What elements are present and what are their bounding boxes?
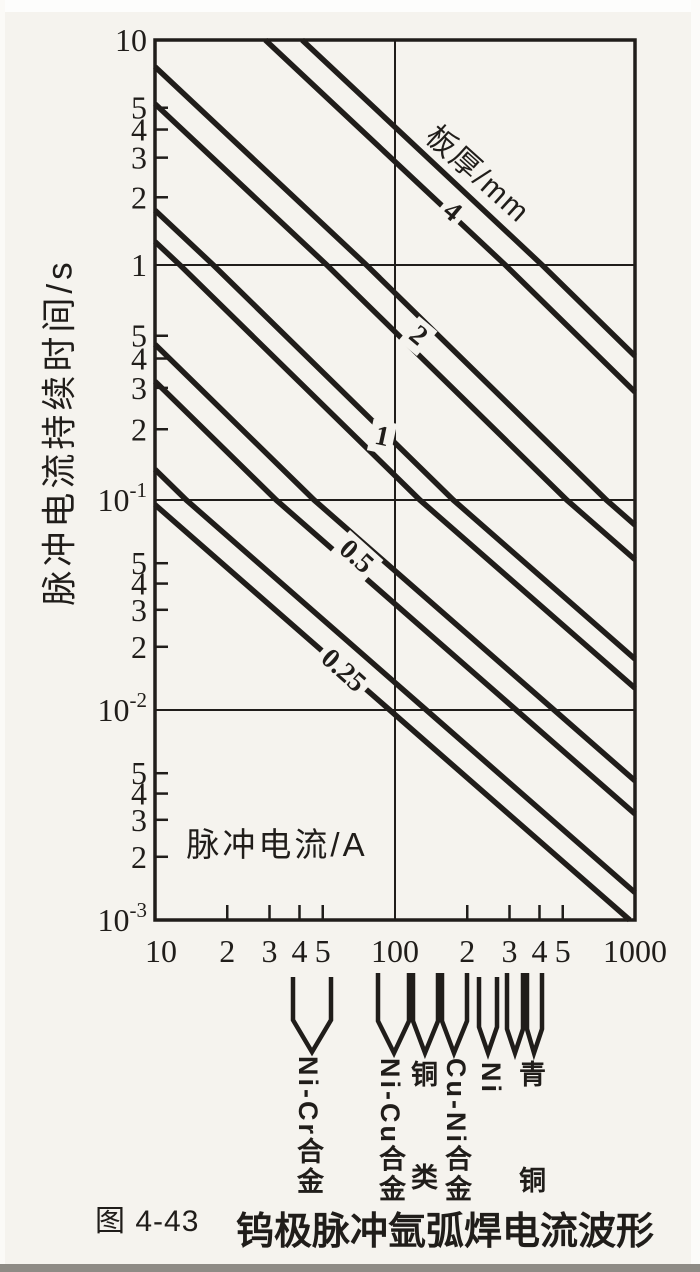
figure-title: 钨极脉冲氩弧焊电流波形 — [236, 1211, 655, 1253]
y-tick-label: 1 — [131, 247, 147, 283]
y-tick-label: 2 — [131, 839, 147, 875]
y-tick-label: 4 — [131, 112, 147, 148]
x-tick-label: 5 — [555, 933, 571, 969]
thickness-band-line — [300, 37, 637, 358]
material-label: 青铜 — [515, 1060, 545, 1196]
thickness-band-line — [153, 502, 632, 923]
y-tick-label: 10-1 — [98, 478, 148, 518]
x-tick-label: 2 — [459, 933, 475, 969]
x-tick-label: 2 — [219, 933, 235, 969]
material-arrow — [375, 973, 412, 1059]
y-tick-label: 2 — [131, 629, 147, 665]
material-arrow — [476, 977, 500, 1060]
material-arrow — [410, 973, 441, 1060]
y-tick-label: 2 — [131, 411, 147, 447]
y-tick-label: 3 — [131, 802, 147, 838]
y-tick-label: 4 — [131, 566, 147, 602]
thickness-label: 4 — [432, 192, 472, 232]
y-tick-label: 3 — [131, 370, 147, 406]
x-tick-label: 4 — [531, 933, 547, 969]
thickness-label: 0.25 — [310, 639, 376, 703]
thickness-band-line — [153, 239, 637, 691]
x-tick-label: 3 — [262, 933, 278, 969]
material-label: Ni-Cu合金 — [375, 1058, 405, 1205]
y-axis-title: 脉冲电流持续时间/s — [40, 258, 80, 606]
scan-edge-left — [0, 0, 5, 1272]
y-tick-label: 10-2 — [98, 688, 148, 728]
thickness-band-line — [153, 208, 637, 662]
y-tick-label: 3 — [131, 140, 147, 176]
material-label: 铜类 — [407, 1060, 437, 1193]
thickness-band-line — [153, 342, 637, 783]
thickness-band-line — [153, 467, 637, 895]
y-tick-label: 5 — [131, 755, 147, 791]
y-tick-label: 5 — [131, 90, 147, 126]
y-tick-label: 4 — [131, 341, 147, 377]
y-tick-label: 4 — [131, 776, 147, 812]
thickness-label: 0.5 — [328, 530, 384, 584]
material-label: Ni — [476, 1062, 506, 1095]
y-tick-label: 5 — [131, 545, 147, 581]
scan-edge-right — [691, 0, 700, 1272]
thickness-band-line — [153, 101, 637, 562]
x-tick-label: 10 — [145, 933, 177, 969]
material-arrow — [504, 973, 526, 1061]
y-tick-label: 2 — [131, 179, 147, 215]
material-arrow — [290, 977, 334, 1057]
y-tick-label: 10-3 — [98, 898, 148, 938]
x-axis-label: 脉冲电流/A — [186, 826, 368, 863]
material-arrow — [439, 973, 470, 1060]
material-arrow — [524, 973, 545, 1061]
thickness-band-line — [263, 37, 637, 394]
x-tick-label: 4 — [291, 933, 307, 969]
y-tick-label: 5 — [131, 318, 147, 354]
x-tick-label: 100 — [371, 933, 419, 969]
x-tick-label: 1000 — [603, 933, 667, 969]
y-tick-label: 3 — [131, 592, 147, 628]
thickness-label: 1 — [366, 418, 398, 456]
thickness-band-line — [153, 64, 637, 528]
y-tick-label: 10 — [115, 22, 147, 58]
material-label: Ni-Cr合金 — [293, 1056, 323, 1197]
thickness-label: 2 — [398, 316, 438, 356]
plot-border — [153, 38, 637, 922]
scan-edge-bottom — [0, 1264, 700, 1272]
x-tick-label: 5 — [315, 933, 331, 969]
scan-edge-top — [0, 0, 700, 12]
material-label: Cu-Ni合金 — [441, 1058, 471, 1205]
figure-number: 图 4-43 — [95, 1205, 200, 1238]
x-tick-label: 3 — [502, 933, 518, 969]
thickness-band-line — [153, 379, 637, 816]
